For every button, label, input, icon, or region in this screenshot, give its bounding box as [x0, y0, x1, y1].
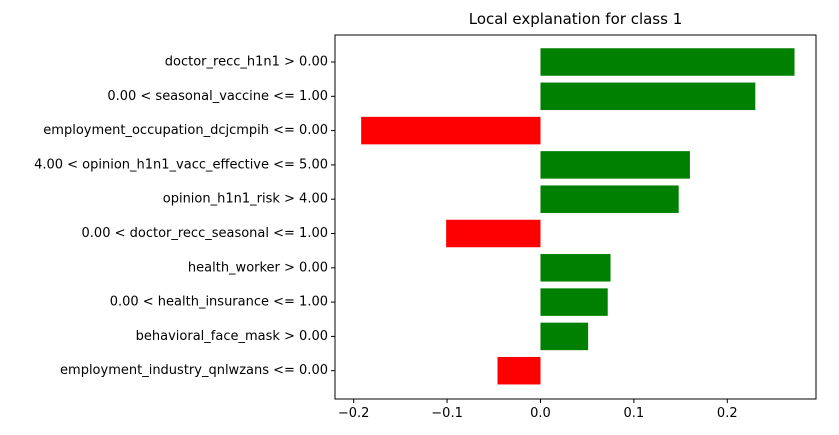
y-axis-labels: doctor_recc_h1n1 > 0.00 0.00 < seasonal_v…: [34, 55, 335, 378]
y-tick-label: health_worker > 0.00: [188, 260, 328, 275]
bar-9: [540, 322, 589, 351]
plot-frame: [334, 34, 817, 400]
y-tick-label: doctor_recc_h1n1 > 0.00: [165, 55, 328, 70]
bar-6: [446, 219, 541, 248]
bar-3: [361, 116, 541, 145]
y-tick-label: 0.00 < doctor_recc_seasonal <= 1.00: [82, 226, 328, 241]
x-tick-label: 0.2: [717, 406, 738, 421]
bars-group: [361, 48, 795, 385]
x-tick-label: 0.1: [624, 406, 645, 421]
bar-5: [540, 185, 679, 213]
y-tick-label: employment_occupation_dcjcmpih <= 0.00: [43, 123, 328, 138]
bar-8: [540, 288, 608, 316]
bar-1: [540, 48, 795, 76]
y-tick-label: 4.00 < opinion_h1n1_vacc_effective <= 5.…: [34, 157, 328, 172]
y-tick-label: 0.00 < seasonal_vaccine <= 1.00: [107, 89, 328, 104]
x-tick-label: −0.2: [338, 406, 370, 421]
bar-7: [540, 254, 611, 282]
bar-4: [540, 151, 690, 179]
bar-2: [540, 82, 756, 111]
x-axis-ticks: −0.2 −0.1 0.0 0.1 0.2: [338, 399, 738, 421]
x-tick-label: 0.0: [530, 406, 551, 421]
y-tick-label: 0.00 < health_insurance <= 1.00: [110, 295, 328, 310]
chart-title: Local explanation for class 1: [469, 10, 683, 28]
y-tick-label: opinion_h1n1_risk > 4.00: [163, 192, 328, 207]
x-tick-label: −0.1: [431, 406, 463, 421]
y-tick-label: behavioral_face_mask > 0.00: [136, 329, 328, 344]
bar-10: [497, 356, 541, 385]
y-tick-label: employment_industry_qnlwzans <= 0.00: [60, 363, 328, 378]
